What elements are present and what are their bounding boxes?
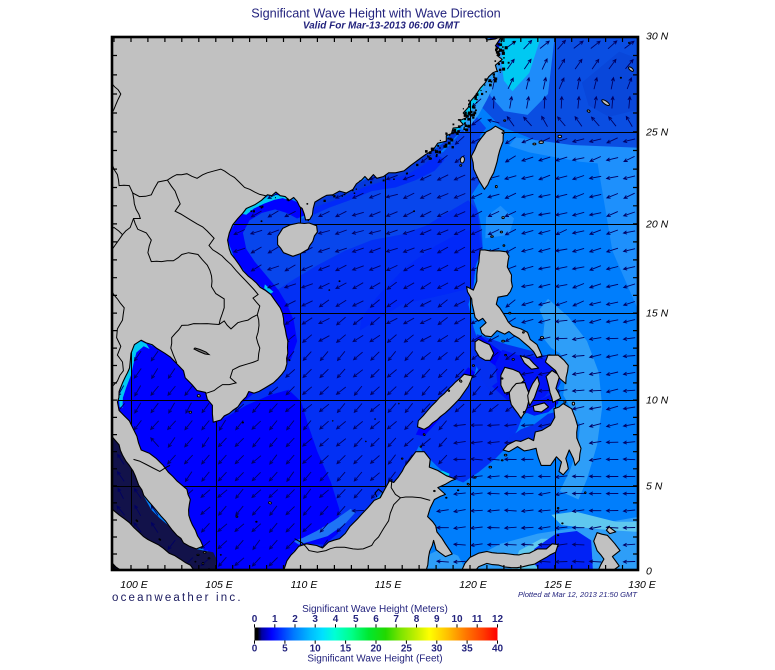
svg-text:120 E: 120 E (459, 579, 487, 591)
svg-text:105 E: 105 E (205, 579, 233, 591)
svg-text:6: 6 (373, 614, 379, 625)
svg-text:20 N: 20 N (645, 218, 669, 230)
svg-text:Valid For Mar-13-2013 06:00 GM: Valid For Mar-13-2013 06:00 GMT (303, 21, 460, 32)
svg-text:oceanweather inc.: oceanweather inc. (112, 592, 243, 604)
svg-text:2: 2 (292, 614, 298, 625)
svg-text:25 N: 25 N (645, 126, 669, 138)
svg-text:15 N: 15 N (646, 308, 669, 320)
svg-text:0: 0 (252, 644, 258, 655)
svg-text:5 N: 5 N (646, 480, 663, 492)
svg-text:4: 4 (333, 614, 339, 625)
svg-text:110 E: 110 E (291, 579, 319, 591)
svg-text:Plotted at Mar 12, 2013 21:50: Plotted at Mar 12, 2013 21:50 GMT (518, 590, 638, 599)
svg-text:Significant Wave Height (Feet): Significant Wave Height (Feet) (307, 654, 442, 665)
svg-text:12: 12 (492, 614, 504, 625)
svg-text:0: 0 (646, 566, 652, 578)
svg-text:115 E: 115 E (375, 579, 403, 591)
svg-text:11: 11 (472, 614, 483, 625)
svg-text:25: 25 (401, 644, 413, 655)
svg-text:125 E: 125 E (544, 579, 572, 591)
svg-text:100 E: 100 E (120, 579, 148, 591)
svg-text:1: 1 (272, 614, 278, 625)
svg-text:7: 7 (393, 614, 399, 625)
svg-text:5: 5 (353, 614, 359, 625)
svg-text:40: 40 (492, 644, 504, 655)
svg-text:9: 9 (434, 614, 440, 625)
svg-text:5: 5 (282, 644, 288, 655)
svg-text:15: 15 (340, 644, 352, 655)
svg-text:30: 30 (431, 644, 443, 655)
svg-text:20: 20 (370, 644, 382, 655)
svg-text:30 N: 30 N (646, 31, 669, 43)
svg-text:3: 3 (312, 614, 318, 625)
svg-text:10 N: 10 N (646, 395, 669, 407)
svg-text:130 E: 130 E (628, 579, 656, 591)
svg-text:Significant Wave Height (Meter: Significant Wave Height (Meters) (302, 604, 448, 615)
svg-text:8: 8 (414, 614, 420, 625)
svg-text:10: 10 (451, 614, 463, 625)
svg-text:35: 35 (462, 644, 474, 655)
svg-text:10: 10 (310, 644, 322, 655)
svg-text:Significant Wave Height with W: Significant Wave Height with Wave Direct… (251, 7, 500, 21)
svg-text:0: 0 (252, 614, 258, 625)
